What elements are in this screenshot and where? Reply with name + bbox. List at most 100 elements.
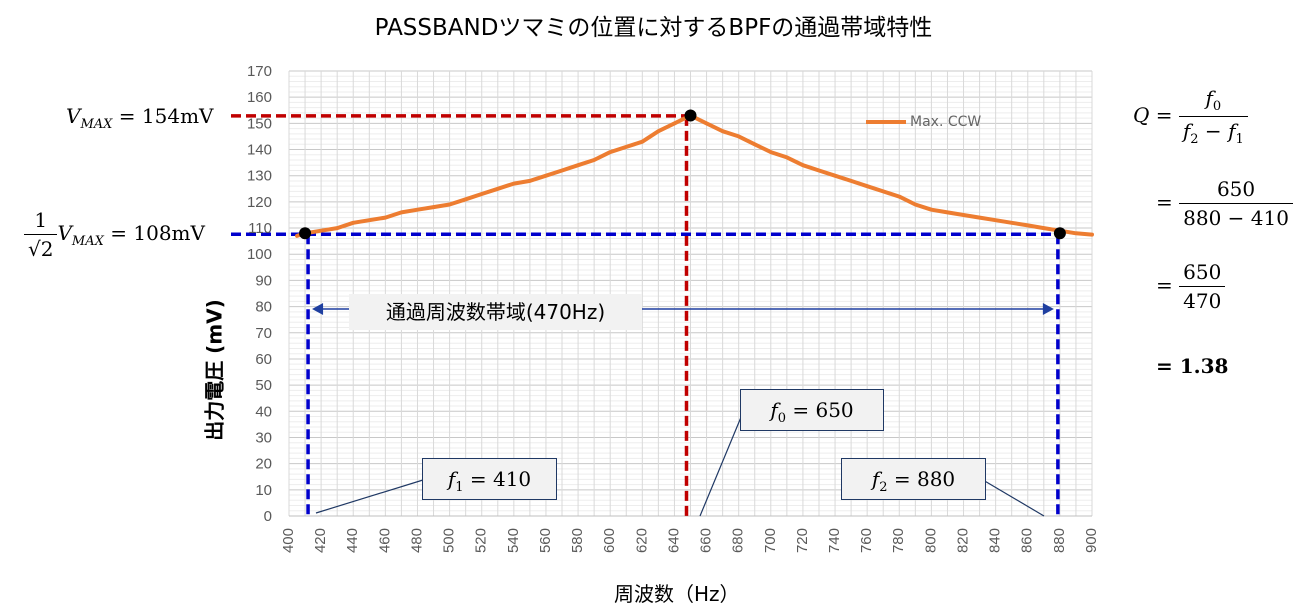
grid-layer <box>288 70 1093 517</box>
f1-callout-leader <box>315 479 424 514</box>
q-result-value: 1.38 <box>1179 354 1229 378</box>
y-tick-label: 80 <box>255 299 272 316</box>
x-tick-label: 440 <box>344 528 361 553</box>
data-point <box>496 187 499 190</box>
marker-layer <box>299 109 1066 240</box>
data-point <box>817 169 821 172</box>
data-point <box>721 130 724 133</box>
x-tick-label: 820 <box>954 528 971 553</box>
data-point <box>528 179 532 183</box>
y-tick-label: 20 <box>255 456 272 473</box>
x-tick-label: 520 <box>473 528 490 553</box>
data-point <box>544 174 548 177</box>
y-tick-label: 160 <box>247 89 272 106</box>
x-tick-label: 720 <box>794 528 811 553</box>
x-tick-label: 760 <box>858 528 875 553</box>
x-tick-label: 860 <box>1019 528 1036 553</box>
data-point <box>295 234 299 238</box>
x-tick-label: 840 <box>987 528 1004 553</box>
data-point <box>480 192 483 196</box>
x-tick-label: 780 <box>890 528 907 553</box>
data-point <box>560 169 564 172</box>
reference-lines <box>231 114 1063 517</box>
data-point <box>512 182 516 185</box>
f1-callout: f1 = 410 <box>422 458 557 500</box>
data-point <box>384 216 387 219</box>
data-point <box>1074 232 1078 235</box>
y-tick-label: 30 <box>255 429 272 446</box>
y-tick-label: 40 <box>255 403 272 420</box>
legend: Max. CCW <box>866 114 981 130</box>
y-tick-label: 140 <box>247 142 272 159</box>
data-point <box>673 122 676 125</box>
data-point <box>657 130 660 133</box>
vmax-value: 154mV <box>141 104 214 128</box>
data-point <box>882 190 885 193</box>
data-point <box>576 164 580 167</box>
y-tick-label: 110 <box>248 220 272 237</box>
f0-callout: f0 = 650 <box>740 389 884 431</box>
x-tick-label: 460 <box>376 528 393 553</box>
data-point <box>785 156 789 159</box>
data-point <box>930 208 933 211</box>
band-arrow-right-head <box>1042 303 1054 315</box>
f1-value: 410 <box>492 467 532 491</box>
data-point <box>994 219 997 222</box>
x-tick-label: 600 <box>601 528 618 553</box>
x-tick-label: 500 <box>441 528 458 553</box>
x-tick-label: 740 <box>826 528 843 553</box>
x-tick-label: 560 <box>537 528 554 553</box>
x-tick-label: 480 <box>408 528 425 553</box>
y-tick-label: 10 <box>255 482 272 499</box>
y-tick-label: 170 <box>247 63 272 80</box>
data-point <box>737 135 740 138</box>
y-tick-label: 50 <box>255 377 272 394</box>
f2-callout: f2 = 880 <box>841 458 986 500</box>
data-point <box>448 203 451 206</box>
data-point <box>432 205 435 209</box>
x-tick-label: 700 <box>762 528 779 553</box>
legend-swatch <box>866 120 906 124</box>
key-point-marker <box>299 227 312 240</box>
data-point <box>978 216 981 219</box>
data-point <box>1010 221 1013 225</box>
x-tick-label: 800 <box>922 528 939 553</box>
x-tick-label: 640 <box>665 528 682 553</box>
data-point <box>946 211 949 214</box>
data-point <box>962 213 965 217</box>
data-point <box>625 145 628 149</box>
data-point <box>335 226 339 230</box>
x-tick-label: 900 <box>1083 528 1100 553</box>
sqrt2-fraction: 1 √2 <box>24 208 58 261</box>
q-formula-result: = 1.38 <box>1156 354 1229 378</box>
y-axis-label: 出力電圧 (mV) <box>202 299 227 441</box>
band-label: 通過周波数帯域(470Hz) <box>349 294 642 330</box>
data-point <box>865 184 869 188</box>
data-point <box>592 158 596 162</box>
q-symbol: Q <box>1133 103 1150 127</box>
data-point <box>914 203 917 206</box>
data-point <box>400 211 403 214</box>
f2-callout-leader <box>982 479 1045 517</box>
data-point <box>769 150 772 154</box>
y-tick-label: 60 <box>255 351 272 368</box>
data-point <box>898 195 901 198</box>
data-point <box>1090 233 1094 236</box>
vmax-label: VMAX = 154mV <box>66 104 214 132</box>
x-tick-label: 540 <box>505 528 522 553</box>
q-formula-line3: = 650 470 <box>1156 260 1226 313</box>
data-point <box>352 221 355 225</box>
half-power-value: 108mV <box>133 221 205 245</box>
x-axis-label: 周波数（Hz） <box>614 582 740 606</box>
data-point <box>416 208 419 211</box>
data-point <box>641 140 644 143</box>
data-point <box>801 164 805 167</box>
data-point <box>319 229 323 232</box>
y-tick-label: 100 <box>247 246 272 263</box>
data-point <box>705 122 708 125</box>
f0-value: 650 <box>815 398 854 422</box>
y-tick-label: 130 <box>247 168 272 185</box>
data-point <box>368 219 371 222</box>
x-tick-label: 660 <box>698 528 715 553</box>
key-point-marker <box>1053 227 1066 240</box>
